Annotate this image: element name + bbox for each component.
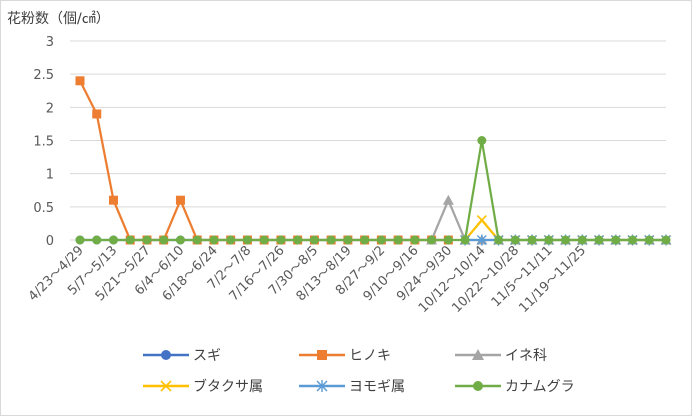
data-point [443, 235, 453, 245]
data-point [142, 235, 152, 245]
data-point [75, 235, 85, 245]
data-point [159, 235, 169, 245]
data-point [477, 136, 487, 145]
data-point [510, 235, 520, 245]
series-layer [75, 76, 672, 246]
y-tick-label: 1.5 [33, 135, 54, 150]
data-point [259, 235, 269, 245]
data-point [494, 235, 504, 245]
legend-marker [161, 350, 171, 360]
data-point [209, 235, 219, 245]
legend-label: ブタクサ属 [193, 378, 263, 395]
legend-label: カナムグラ [505, 379, 575, 395]
data-point [175, 235, 185, 245]
data-point [192, 235, 202, 245]
data-point [442, 194, 454, 205]
legend-marker [472, 349, 484, 360]
data-point [393, 235, 403, 245]
data-point [293, 235, 303, 245]
grid-layer [70, 40, 666, 241]
data-point [561, 235, 571, 245]
legend-label: ヨモギ属 [349, 379, 405, 395]
data-point [343, 235, 353, 245]
data-point [242, 235, 252, 245]
data-point [360, 235, 370, 245]
y-tick-label: 0.5 [33, 201, 54, 216]
data-point [527, 235, 537, 245]
y-tick-label: 0 [46, 234, 54, 249]
data-point [476, 215, 487, 226]
y-tick-label: 3 [46, 35, 54, 50]
data-point [628, 235, 638, 245]
data-point [108, 235, 118, 245]
data-point [460, 235, 470, 245]
data-point [611, 235, 621, 245]
data-point [125, 235, 135, 245]
data-point [577, 235, 587, 245]
data-point [226, 235, 236, 245]
data-point [75, 76, 85, 86]
series-line [80, 139, 666, 242]
legend-item: カナムグラ [455, 379, 575, 395]
series-5 [75, 136, 671, 245]
data-point [661, 235, 671, 245]
data-point [544, 235, 554, 245]
legend-item: イネ科 [455, 348, 547, 364]
legend-item: スギ [143, 348, 221, 364]
data-point [92, 109, 102, 119]
legend-item: ブタクサ属 [143, 378, 263, 395]
x-axis-ticks: 4/23～4/295/7～5/135/21～5/276/4～6/106/18～6… [26, 243, 589, 316]
data-point [175, 195, 185, 205]
y-tick-label: 2 [46, 101, 54, 116]
legend-label: ヒノキ [349, 348, 391, 364]
legend-marker [473, 381, 483, 391]
legend-item: ヒノキ [299, 348, 391, 364]
data-point [594, 235, 604, 245]
y-tick-label: 2.5 [33, 68, 54, 83]
data-point [427, 235, 437, 245]
data-point [644, 235, 654, 245]
data-point [410, 235, 420, 245]
data-point [309, 235, 319, 245]
series-1 [75, 76, 453, 245]
legend-marker [317, 350, 327, 360]
y-tick-label: 1 [46, 168, 54, 183]
data-point [108, 195, 118, 205]
y-axis-unit-label: 花粉数（個/㎠） [7, 11, 110, 27]
y-axis-ticks: 0 0.5 1 1.5 2 2.5 3 [33, 35, 54, 249]
legend-label: イネ科 [505, 348, 547, 364]
data-point [376, 235, 386, 245]
data-point [326, 235, 336, 245]
data-point [276, 235, 286, 245]
series-line [78, 80, 449, 242]
legend-label: スギ [193, 348, 221, 364]
data-point [476, 234, 487, 246]
legend-marker [160, 380, 172, 392]
legend-item: ヨモギ属 [299, 379, 405, 395]
legend-marker [316, 380, 328, 392]
data-point [92, 235, 102, 245]
